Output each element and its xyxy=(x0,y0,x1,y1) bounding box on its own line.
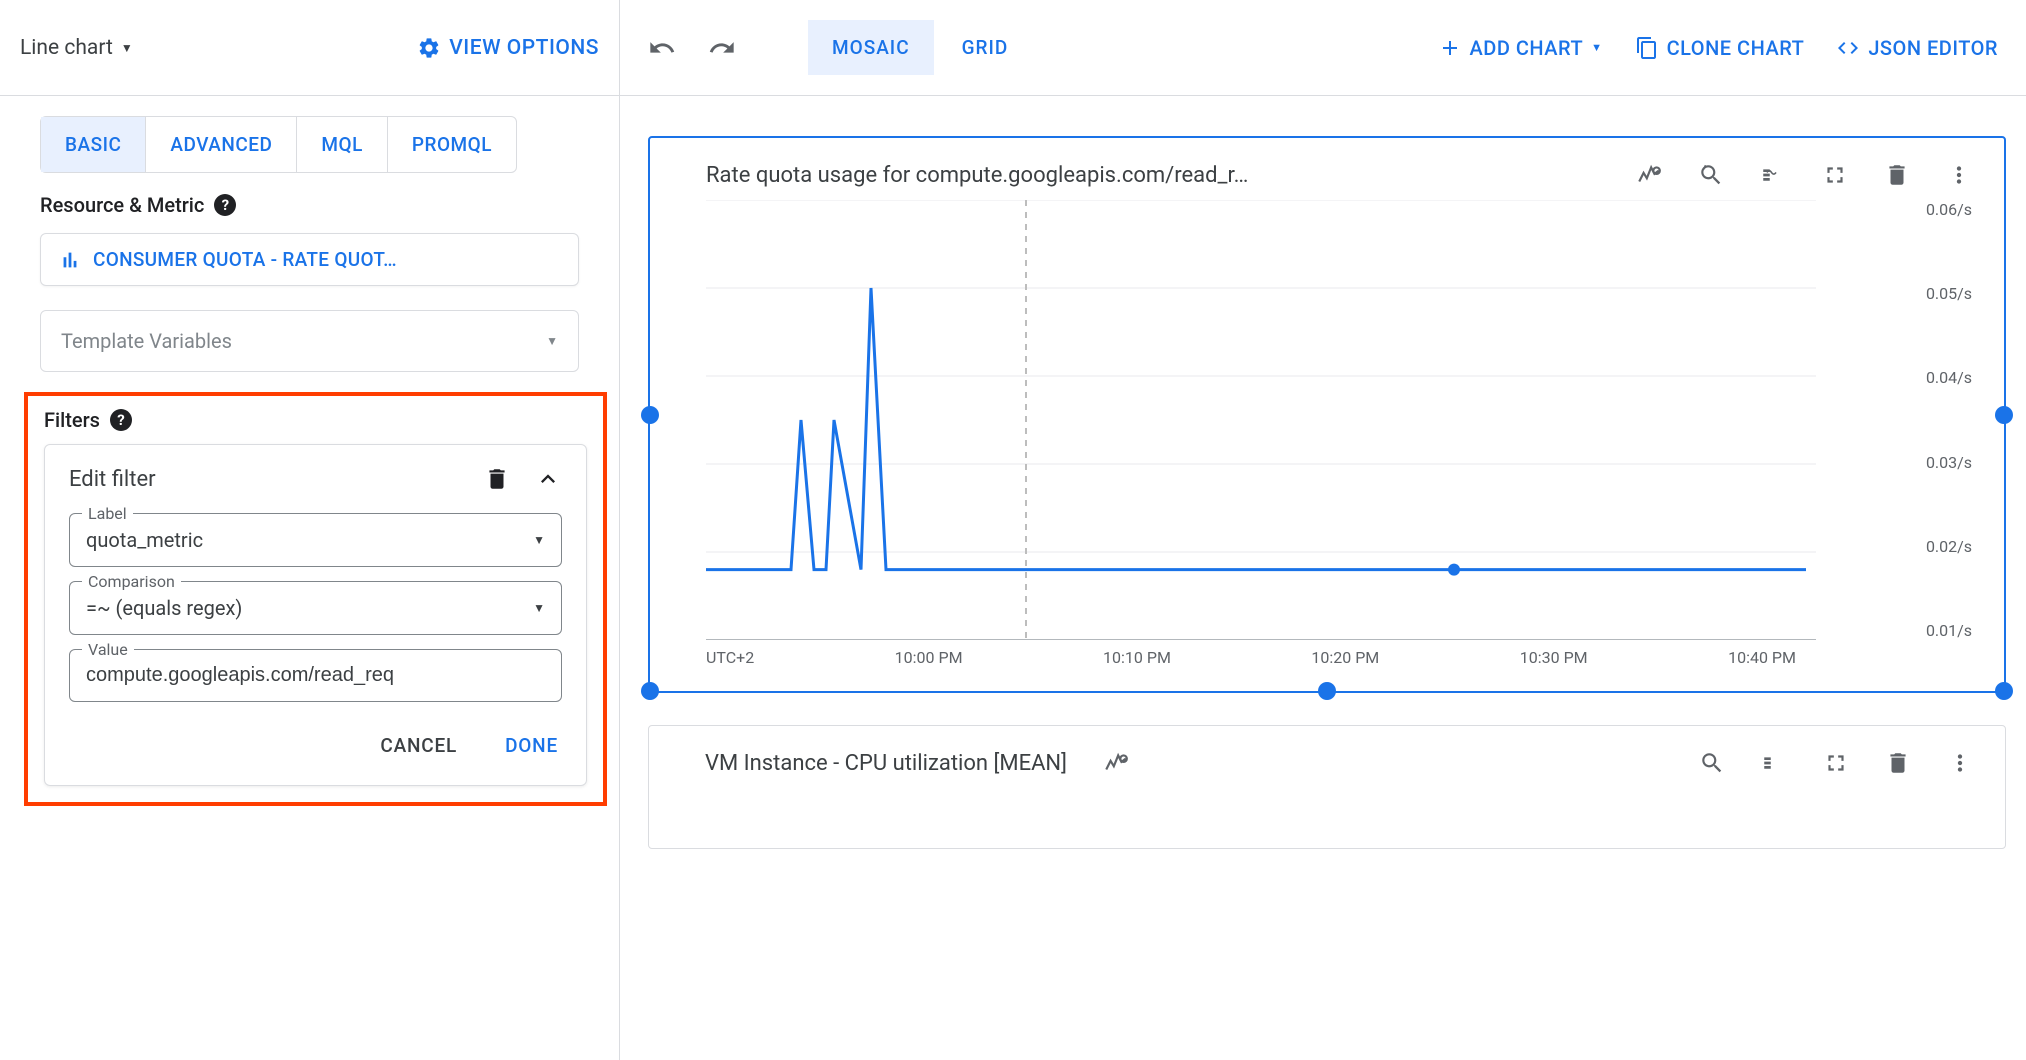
plot-svg xyxy=(706,200,1816,640)
right-top-bar: MOSAIC GRID ADD CHART ▼ CLONE CHART JSON… xyxy=(620,0,2026,96)
tab-basic[interactable]: BASIC xyxy=(41,117,146,172)
legend-icon[interactable] xyxy=(1761,750,1787,776)
y-tick: 0.06/s xyxy=(1926,200,1972,219)
value-field-label: Value xyxy=(82,640,134,659)
left-top-bar: Line chart ▼ VIEW OPTIONS xyxy=(0,0,619,96)
more-icon[interactable] xyxy=(1947,750,1973,776)
template-variables-select[interactable]: Template Variables ▼ xyxy=(40,310,579,372)
edit-filter-title: Edit filter xyxy=(69,467,156,492)
help-icon[interactable]: ? xyxy=(214,194,236,216)
chart-type-dropdown[interactable]: Line chart ▼ xyxy=(20,36,133,60)
anomaly-icon[interactable] xyxy=(1103,750,1129,776)
help-icon[interactable]: ? xyxy=(110,409,132,431)
resize-handle[interactable] xyxy=(1995,406,2013,424)
label-field[interactable]: Label quota_metric ▼ xyxy=(69,513,562,567)
collapse-icon[interactable] xyxy=(534,465,562,493)
metric-chip[interactable]: CONSUMER QUOTA - RATE QUOT… xyxy=(40,233,579,286)
chevron-down-icon: ▼ xyxy=(533,533,545,547)
cancel-button[interactable]: CANCEL xyxy=(376,726,461,765)
plus-icon xyxy=(1438,36,1462,60)
resource-metric-title: Resource & Metric xyxy=(40,193,204,217)
template-variables-label: Template Variables xyxy=(61,329,232,353)
delete-icon[interactable] xyxy=(484,466,510,492)
more-icon[interactable] xyxy=(1946,162,1972,188)
resize-handle[interactable] xyxy=(1318,682,1336,700)
tab-promql[interactable]: PROMQL xyxy=(388,117,516,172)
resize-handle[interactable] xyxy=(641,406,659,424)
x-tick: 10:30 PM xyxy=(1520,648,1588,667)
fullscreen-icon[interactable] xyxy=(1822,162,1848,188)
filters-title: Filters xyxy=(44,408,100,432)
code-icon xyxy=(1836,36,1860,60)
chart-card-selected[interactable]: Rate quota usage for compute.googleapis.… xyxy=(648,136,2006,693)
layout-tab-grid[interactable]: GRID xyxy=(938,20,1033,75)
query-tabs: BASIC ADVANCED MQL PROMQL xyxy=(40,116,517,173)
chart-card[interactable]: VM Instance - CPU utilization [MEAN] xyxy=(648,725,2006,849)
clone-chart-button[interactable]: CLONE CHART xyxy=(1635,36,1805,60)
fullscreen-icon[interactable] xyxy=(1823,750,1849,776)
json-editor-label: JSON EDITOR xyxy=(1868,36,1998,60)
x-tick: 10:00 PM xyxy=(895,648,963,667)
value-field[interactable]: Value xyxy=(69,649,562,702)
delete-icon[interactable] xyxy=(1885,750,1911,776)
filter-card: Edit filter Label quota_metric ▼ Compari… xyxy=(44,444,587,786)
y-tick: 0.03/s xyxy=(1926,453,1972,472)
zoom-reset-icon[interactable] xyxy=(1698,162,1724,188)
x-tick: 10:20 PM xyxy=(1311,648,1379,667)
x-tick: 10:40 PM xyxy=(1728,648,1796,667)
add-chart-label: ADD CHART xyxy=(1470,36,1584,60)
label-field-label: Label xyxy=(82,504,133,523)
clone-chart-label: CLONE CHART xyxy=(1667,36,1805,60)
copy-icon xyxy=(1635,36,1659,60)
comparison-field[interactable]: Comparison =~ (equals regex) ▼ xyxy=(69,581,562,635)
plot-area: 0.06/s 0.05/s 0.04/s 0.03/s 0.02/s 0.01/… xyxy=(706,200,1972,640)
value-field-input[interactable] xyxy=(70,650,561,701)
x-axis: UTC+2 10:00 PM 10:10 PM 10:20 PM 10:30 P… xyxy=(706,648,1816,667)
gear-icon xyxy=(417,36,441,60)
resize-handle[interactable] xyxy=(1995,682,2013,700)
undo-icon[interactable] xyxy=(648,34,676,62)
redo-icon[interactable] xyxy=(708,34,736,62)
x-tick: UTC+2 xyxy=(706,648,754,667)
x-tick: 10:10 PM xyxy=(1103,648,1171,667)
y-axis: 0.06/s 0.05/s 0.04/s 0.03/s 0.02/s 0.01/… xyxy=(1926,200,1972,640)
delete-icon[interactable] xyxy=(1884,162,1910,188)
y-tick: 0.02/s xyxy=(1926,537,1972,556)
chevron-down-icon: ▼ xyxy=(533,601,545,615)
anomaly-icon[interactable] xyxy=(1636,162,1662,188)
filters-highlight-box: Filters ? Edit filter Label quota_metric… xyxy=(24,392,607,806)
comparison-field-label: Comparison xyxy=(82,572,181,591)
metric-chip-label: CONSUMER QUOTA - RATE QUOT… xyxy=(93,248,397,271)
chart-type-label: Line chart xyxy=(20,36,113,60)
y-tick: 0.05/s xyxy=(1926,284,1972,303)
view-options-label: VIEW OPTIONS xyxy=(449,36,599,60)
add-chart-button[interactable]: ADD CHART ▼ xyxy=(1438,36,1603,60)
resource-metric-section: Resource & Metric ? CONSUMER QUOTA - RAT… xyxy=(0,173,619,372)
tab-mql[interactable]: MQL xyxy=(297,117,387,172)
right-panel: MOSAIC GRID ADD CHART ▼ CLONE CHART JSON… xyxy=(620,0,2026,1060)
chevron-down-icon: ▼ xyxy=(1591,41,1602,54)
view-options-button[interactable]: VIEW OPTIONS xyxy=(417,36,599,60)
label-field-value: quota_metric xyxy=(86,528,203,552)
chevron-down-icon: ▼ xyxy=(546,334,558,348)
zoom-reset-icon[interactable] xyxy=(1699,750,1725,776)
tab-advanced[interactable]: ADVANCED xyxy=(146,117,297,172)
bar-chart-icon xyxy=(59,249,81,271)
y-tick: 0.04/s xyxy=(1926,368,1972,387)
chart-title: VM Instance - CPU utilization [MEAN] xyxy=(705,751,1067,776)
legend-icon[interactable] xyxy=(1760,162,1786,188)
left-panel: Line chart ▼ VIEW OPTIONS BASIC ADVANCED… xyxy=(0,0,620,1060)
chart-area: Rate quota usage for compute.googleapis.… xyxy=(620,96,2026,881)
layout-tab-mosaic[interactable]: MOSAIC xyxy=(808,20,934,75)
json-editor-button[interactable]: JSON EDITOR xyxy=(1836,36,1998,60)
chevron-down-icon: ▼ xyxy=(121,41,133,55)
comparison-field-value: =~ (equals regex) xyxy=(86,596,242,620)
y-tick: 0.01/s xyxy=(1926,621,1972,640)
done-button[interactable]: DONE xyxy=(501,726,562,765)
resize-handle[interactable] xyxy=(641,682,659,700)
chart-title: Rate quota usage for compute.googleapis.… xyxy=(706,163,1248,188)
